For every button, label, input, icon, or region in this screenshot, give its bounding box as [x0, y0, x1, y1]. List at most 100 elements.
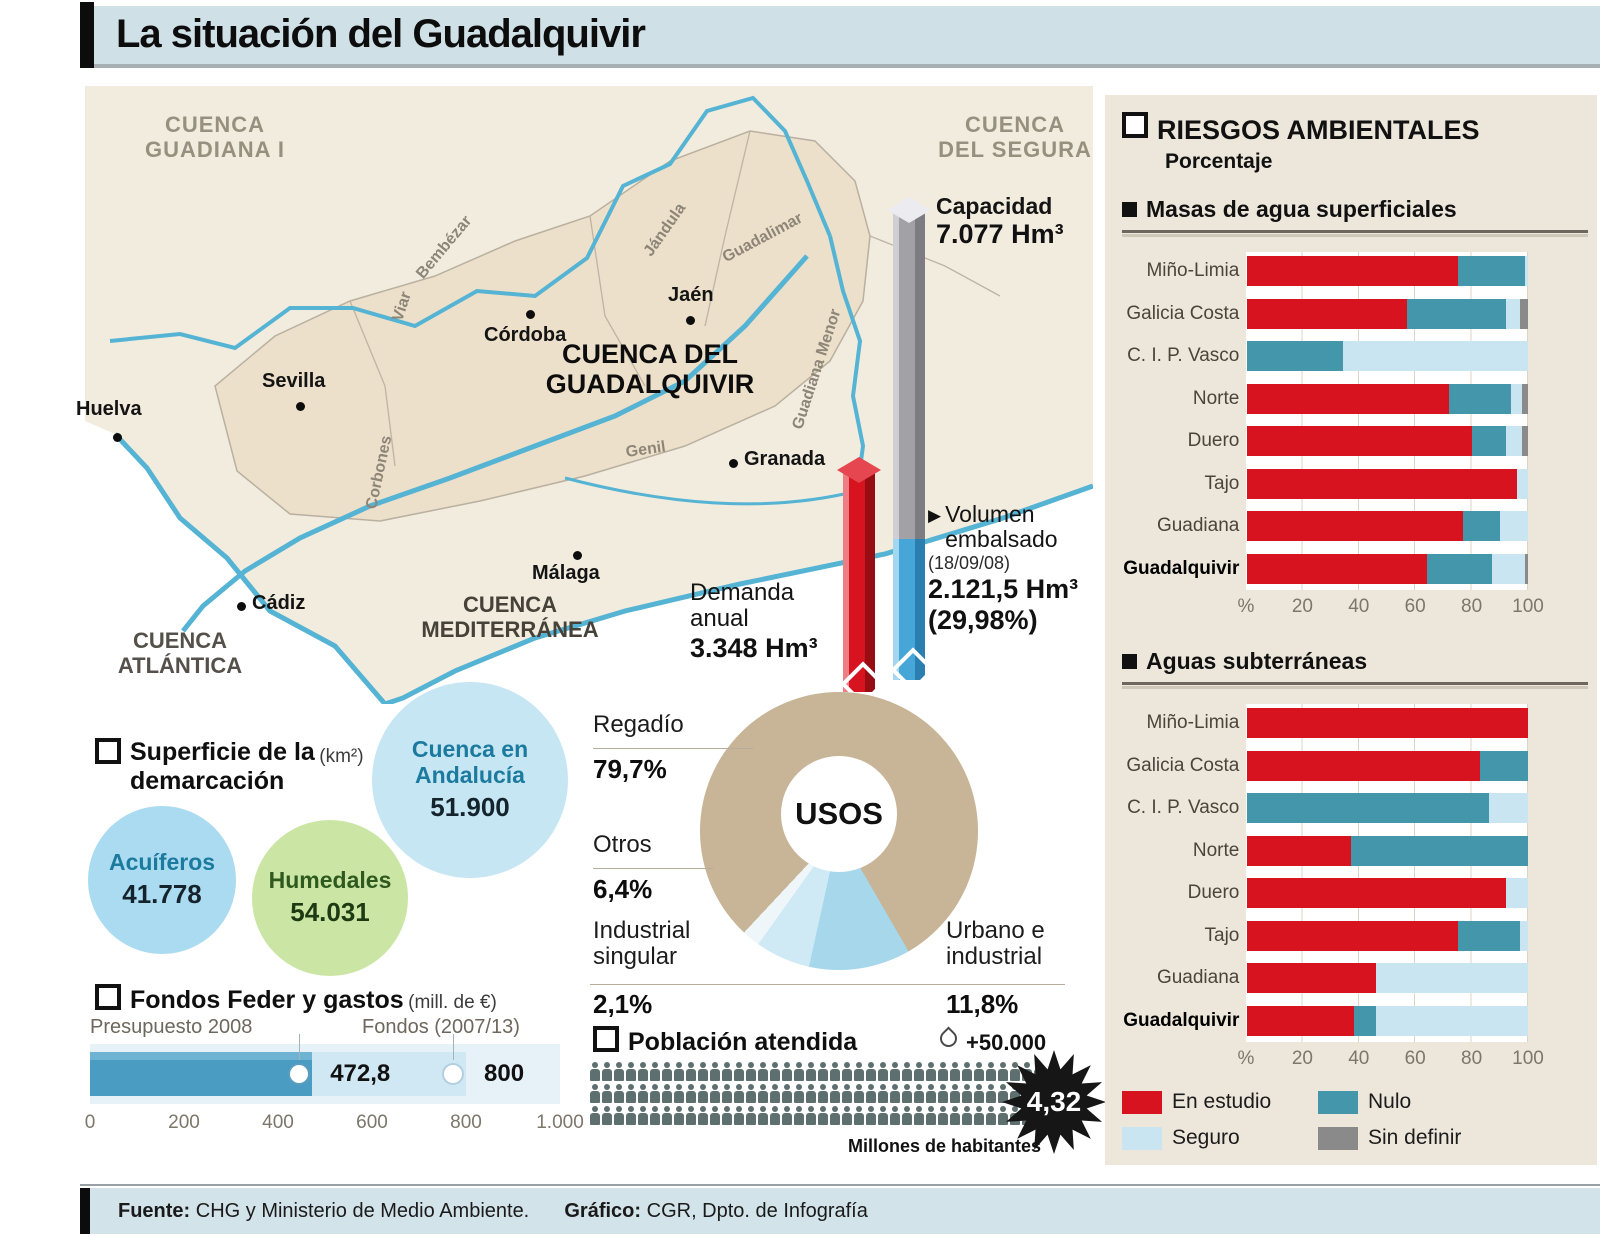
capacity-label: Capacidad — [936, 193, 1053, 219]
person-icon — [902, 1084, 912, 1104]
footer-source-label: Fuente: — [118, 1200, 191, 1222]
section-surface-title: Masas de agua superficiales — [1146, 196, 1457, 222]
superficie-units: (km²) — [319, 746, 364, 767]
person-icon — [614, 1084, 624, 1104]
person-icon — [638, 1062, 648, 1082]
person-icon — [746, 1106, 756, 1126]
uso-regadio-block: Regadío 79,7% — [593, 711, 753, 785]
person-icon — [626, 1106, 636, 1126]
uso-urbano-block: Urbano e industrial 11,8% — [946, 917, 1045, 1020]
fondos-value-2: 800 — [484, 1060, 525, 1087]
person-icon — [698, 1084, 708, 1104]
label-cuenca-guadiana: CUENCA GUADIANA I — [145, 112, 285, 163]
person-icon — [590, 1084, 600, 1104]
city-dot-granada — [729, 459, 738, 468]
person-icon — [818, 1084, 828, 1104]
person-icon — [722, 1084, 732, 1104]
person-icon — [770, 1062, 780, 1082]
person-icon — [650, 1062, 660, 1082]
person-icon — [722, 1062, 732, 1082]
usos-center-label: USOS — [795, 796, 883, 832]
panel-legend: En estudio Nulo Seguro Sin definir — [1122, 1090, 1592, 1160]
person-icon — [686, 1106, 696, 1126]
person-icon — [626, 1062, 636, 1082]
legend-item: Seguro — [1122, 1126, 1240, 1150]
person-icon — [782, 1084, 792, 1104]
circle-humedales-label: Humedales — [268, 866, 392, 893]
city-label-sevilla: Sevilla — [262, 370, 326, 392]
person-icon — [734, 1106, 744, 1126]
person-icon — [974, 1084, 984, 1104]
person-icon — [830, 1062, 840, 1082]
person-icon — [758, 1084, 768, 1104]
footer-accent-bar — [80, 1188, 90, 1234]
person-icon — [710, 1062, 720, 1082]
person-icon — [986, 1062, 996, 1082]
person-icon — [590, 1062, 600, 1082]
uso-industrial-block: Industrial singular 2,1% — [593, 917, 690, 1020]
person-icon — [998, 1084, 1008, 1104]
section-ground-rule — [1122, 682, 1588, 685]
person-icon — [770, 1106, 780, 1126]
city-label-cadiz: Cádiz — [252, 592, 306, 614]
panel-subtitle: Porcentaje — [1165, 150, 1273, 173]
person-icon — [686, 1062, 696, 1082]
person-icon — [614, 1062, 624, 1082]
person-icon — [830, 1084, 840, 1104]
fondos-bar-dark — [90, 1052, 313, 1096]
person-icon — [674, 1106, 684, 1126]
person-icon — [818, 1106, 828, 1126]
panel-title: RIESGOS AMBIENTALES — [1157, 115, 1480, 145]
uso-otros-pct: 6,4% — [593, 874, 653, 905]
checkbox-icon — [95, 984, 121, 1010]
fondos-title-block: Fondos Feder y gastos (mill. de €) — [95, 984, 497, 1015]
person-icon — [794, 1062, 804, 1082]
person-icon — [662, 1106, 672, 1126]
person-icon — [638, 1084, 648, 1104]
person-icon — [722, 1106, 732, 1126]
person-icon — [710, 1106, 720, 1126]
footer-credit-text: CGR, Dpto. de Infografía — [641, 1200, 868, 1222]
person-icon — [734, 1084, 744, 1104]
person-icon — [602, 1062, 612, 1082]
person-icon — [998, 1062, 1008, 1082]
circle-humedales: Humedales 54.031 — [252, 820, 408, 976]
demand-label-block: Demanda anual 3.348 Hm³ — [690, 579, 840, 664]
uso-regadio-pct: 79,7% — [593, 754, 667, 785]
fondos-bar2-label: Fondos (2007/13) — [362, 1016, 520, 1038]
section-ground-title: Aguas subterráneas — [1146, 648, 1368, 674]
person-icon — [662, 1062, 672, 1082]
province-borders — [349, 130, 1001, 467]
footer-credits: Fuente: CHG y Ministerio de Medio Ambien… — [118, 1200, 868, 1223]
person-icon — [650, 1106, 660, 1126]
demand-label: Demanda anual — [690, 579, 795, 633]
header-accent-bar — [80, 2, 94, 68]
uso-urbano-label: Urbano e industrial — [946, 917, 1045, 971]
person-icon — [878, 1106, 888, 1126]
person-icon — [938, 1106, 948, 1126]
circle-humedales-value: 54.031 — [290, 897, 370, 928]
person-icon — [938, 1084, 948, 1104]
city-dot-huelva — [113, 433, 122, 442]
poblacion-caption: Millones de habitantes — [848, 1136, 1042, 1156]
person-icon — [746, 1062, 756, 1082]
fondos-axis: 0 200 400 600 800 1.000 — [84, 1112, 584, 1133]
person-icon — [854, 1062, 864, 1082]
circle-andalucia-value: 51.900 — [430, 791, 510, 822]
legend-item: Sin definir — [1318, 1126, 1461, 1150]
section-surface-header: Masas de agua superficiales — [1122, 196, 1457, 223]
city-label-cordoba: Córdoba — [484, 324, 567, 346]
person-icon — [662, 1084, 672, 1104]
black-square-icon — [1122, 654, 1137, 669]
poblacion-unit-label: +50.000 — [966, 1030, 1047, 1055]
person-icon — [854, 1084, 864, 1104]
section-surface-rule — [1122, 230, 1588, 233]
river-guadalquivir — [181, 254, 809, 633]
fondos-marker-2 — [444, 1065, 462, 1083]
person-icon — [914, 1106, 924, 1126]
circle-acuiferos-label: Acuíferos — [108, 848, 216, 875]
header-rule — [94, 64, 1600, 68]
demand-value: 3.348 Hm³ — [690, 632, 818, 663]
person-icon — [998, 1106, 1008, 1126]
